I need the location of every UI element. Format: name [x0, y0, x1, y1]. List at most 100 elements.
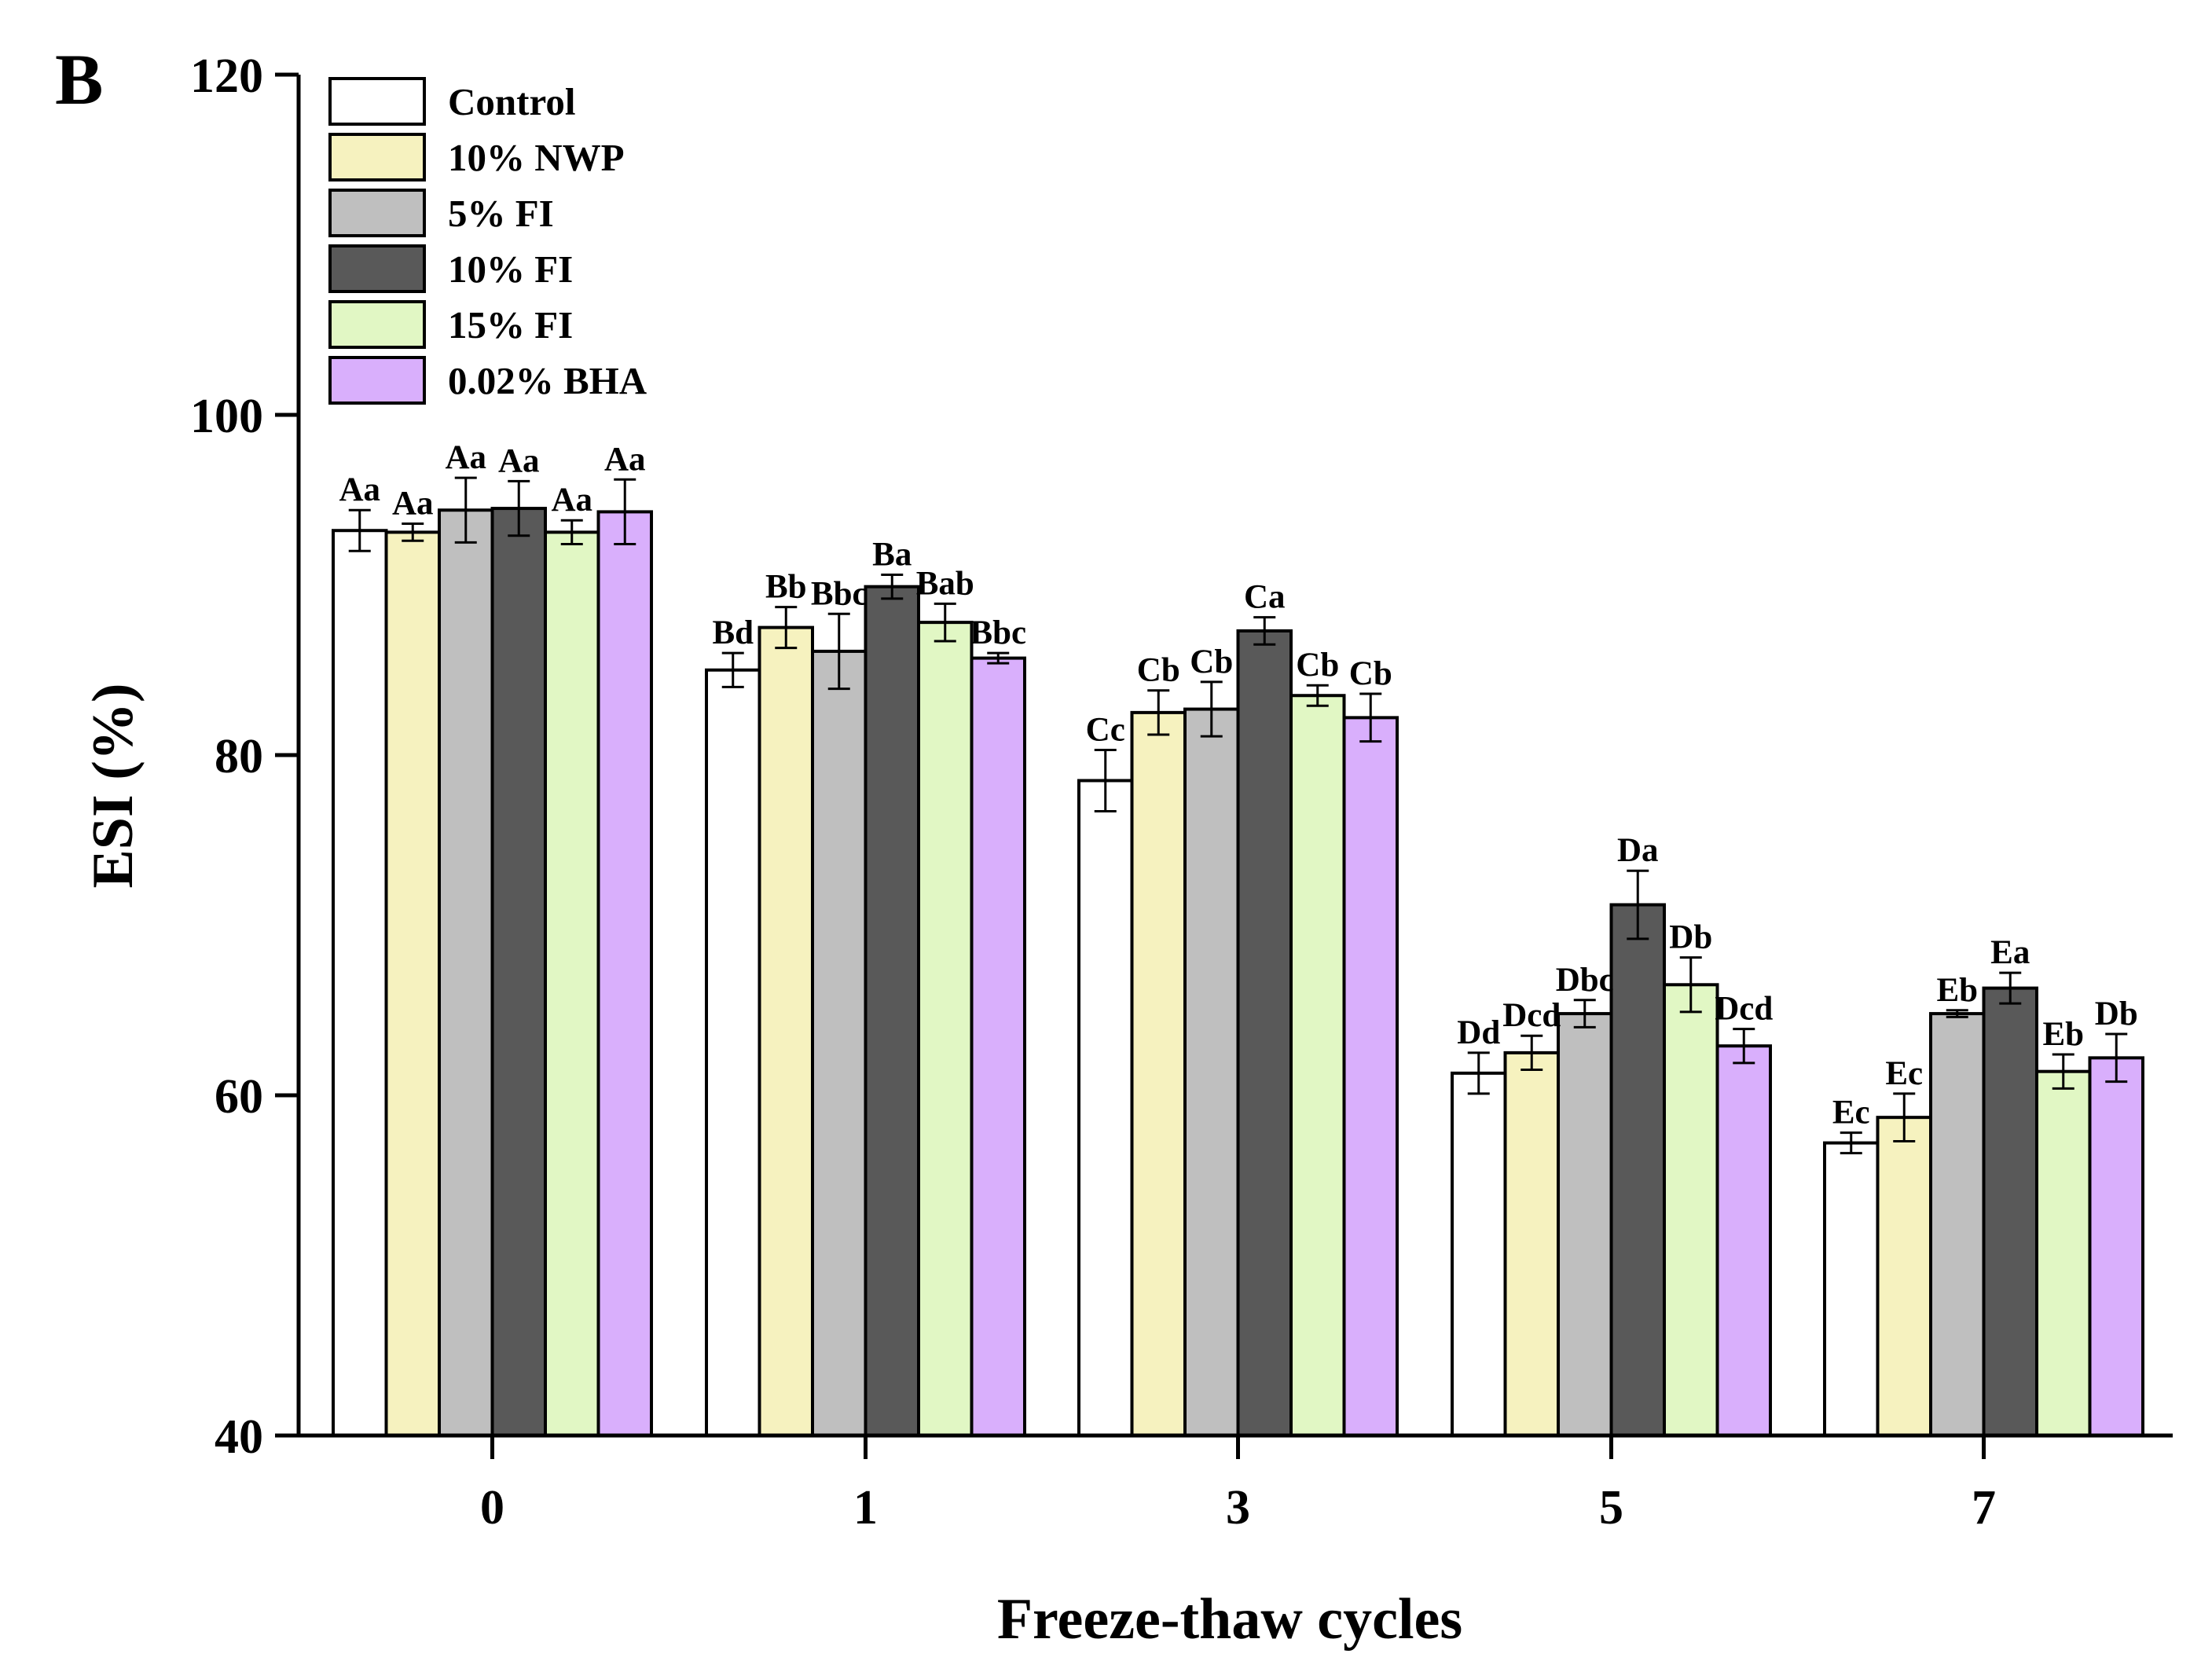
bar-group [332, 507, 2144, 1438]
error-bar [2052, 1053, 2074, 1090]
error-bar [1627, 869, 1649, 940]
error-bar [1521, 1034, 1543, 1072]
bar-5-fi-cycle-5 [1557, 1012, 1613, 1437]
y-tick-label: 40 [215, 1410, 263, 1464]
bar-10-nwp-cycle-0 [384, 530, 441, 1437]
error-bar [1946, 1009, 1968, 1018]
significance-label: Bab [916, 565, 974, 602]
error-bar [881, 574, 904, 600]
significance-label: Db [1669, 919, 1712, 956]
bar-0-02-bha-cycle-3 [1342, 716, 1399, 1437]
error-bar [775, 606, 798, 650]
bar-0-02-bha-cycle-1 [970, 656, 1026, 1437]
legend-label: 10% FI [448, 248, 573, 291]
legend-swatch [328, 356, 426, 405]
bar-5-fi-cycle-1 [811, 649, 868, 1437]
error-bar [1200, 680, 1223, 738]
error-bar [1359, 692, 1382, 743]
significance-label: Cb [1296, 647, 1339, 684]
error-bar [1893, 1092, 1916, 1142]
significance-label: Bbc [811, 575, 868, 612]
bar-control-cycle-5 [1451, 1071, 1507, 1437]
significance-label: Cb [1137, 652, 1180, 689]
significance-label: Aa [392, 486, 434, 522]
y-tick-label: 120 [190, 50, 263, 103]
y-tick-label: 80 [215, 730, 263, 783]
error-bar [560, 519, 583, 546]
error-bar [614, 478, 636, 546]
bar-15-fi-cycle-5 [1663, 983, 1719, 1437]
bar-10-fi-cycle-0 [490, 507, 547, 1438]
x-tick-label: 7 [1972, 1481, 1996, 1534]
legend-label: 15% FI [448, 303, 573, 346]
error-bar [1147, 689, 1170, 736]
error-bar [508, 479, 530, 537]
error-bar [2105, 1032, 2128, 1084]
legend-item: 0.02% BHA [328, 356, 647, 405]
legend: Control 10% NWP 5% FI 10% FI 15% FI 0.02% BHA [328, 77, 647, 405]
error-bar [1253, 616, 1276, 646]
x-axis-label: Freeze-thaw cycles [997, 1587, 1462, 1652]
bar-control-cycle-1 [705, 668, 761, 1437]
bar-15-fi-cycle-3 [1289, 694, 1346, 1437]
error-bar [348, 508, 371, 552]
bar-10-nwp-cycle-5 [1503, 1050, 1560, 1437]
legend-swatch [328, 244, 426, 293]
bar-10-fi-cycle-3 [1236, 629, 1293, 1438]
x-tick-label: 0 [480, 1481, 504, 1534]
significance-label: Ec [1885, 1055, 1923, 1092]
error-bar [1306, 684, 1329, 707]
significance-label: Bbc [970, 614, 1026, 651]
significance-label: Aa [604, 441, 646, 478]
legend-item: 10% NWP [328, 133, 625, 182]
error-bar [1999, 971, 2022, 1005]
significance-label: Cb [1190, 644, 1233, 680]
bar-10-nwp-cycle-1 [758, 625, 814, 1437]
error-bar [402, 522, 424, 542]
error-bar [987, 651, 1010, 665]
legend-swatch [328, 77, 426, 126]
significance-label: Dcd [1502, 997, 1561, 1034]
bar-5-fi-cycle-3 [1183, 707, 1240, 1437]
error-bar [454, 476, 477, 544]
error-bar [1840, 1131, 1862, 1155]
x-tick-label: 3 [1226, 1481, 1250, 1534]
y-axis-label: ESI (%) [81, 683, 145, 888]
legend-label: Control [448, 80, 575, 123]
legend-label: 5% FI [448, 192, 554, 235]
legend-item: 5% FI [328, 189, 554, 237]
panel-label: B [55, 39, 103, 119]
legend-swatch [328, 133, 426, 182]
y-tick-label: 60 [215, 1070, 263, 1124]
significance-label: Bb [765, 569, 807, 606]
significance-label: Cc [1086, 712, 1125, 749]
bar-control-cycle-3 [1077, 779, 1134, 1437]
error-bar [1733, 1028, 1755, 1065]
error-bar [1573, 999, 1596, 1028]
significance-label: Eb [2042, 1016, 2084, 1053]
significance-label: Dd [1457, 1014, 1500, 1051]
bar-15-fi-cycle-1 [917, 621, 974, 1437]
y-tick-label: 100 [190, 390, 263, 443]
bar-control-cycle-7 [1823, 1141, 1880, 1437]
significance-label: Aa [551, 482, 592, 519]
legend-item: 10% FI [328, 244, 573, 293]
significance-label-group: Aa Bd Cc Dd Ec Aa Bb Cb Dcd Ec Aa Bbc Cb Dbc Eb Aa Ba Ca D… [339, 439, 2137, 1131]
bar-5-fi-cycle-7 [1929, 1012, 1986, 1437]
significance-label: Aa [498, 442, 540, 479]
bar-10-fi-cycle-7 [1982, 986, 2038, 1437]
error-bar [1467, 1051, 1490, 1095]
bar-0-02-bha-cycle-7 [2088, 1056, 2144, 1437]
significance-label: Dcd [1715, 991, 1773, 1028]
bar-0-02-bha-cycle-5 [1715, 1044, 1772, 1437]
y-ticks: 40 60 80 100 120 [190, 50, 299, 1464]
error-bar [934, 602, 956, 643]
bar-0-02-bha-cycle-0 [596, 510, 653, 1437]
x-tick-label: 5 [1599, 1481, 1623, 1534]
legend-label: 10% NWP [448, 136, 625, 179]
significance-label: Db [2095, 996, 2138, 1032]
significance-label: Dbc [1556, 962, 1614, 999]
legend-label: 0.02% BHA [448, 359, 647, 402]
error-bar [1679, 956, 1702, 1014]
